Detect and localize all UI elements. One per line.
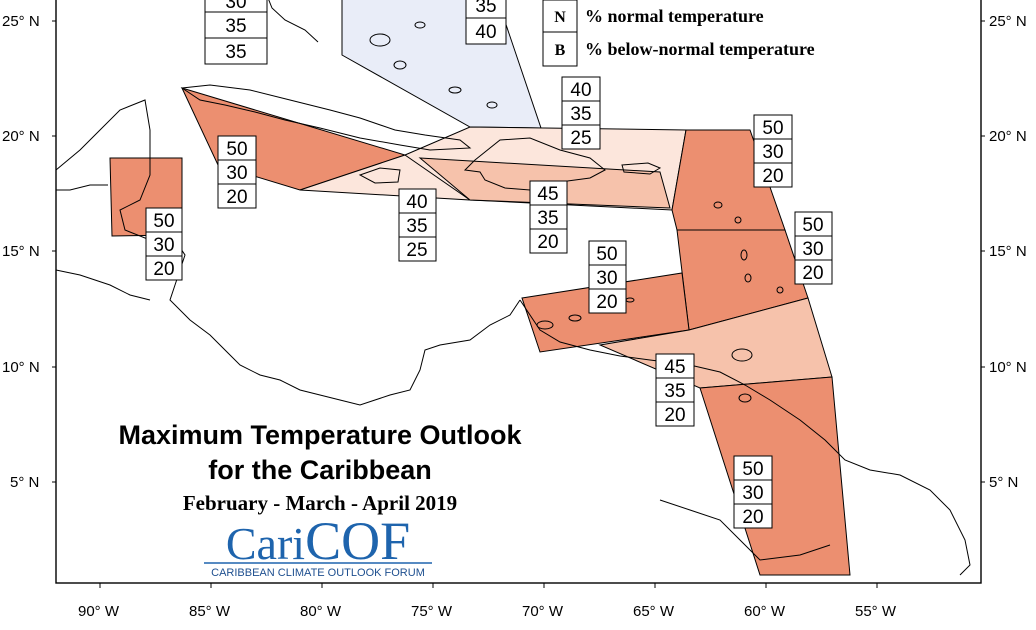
logo-wordmark: CariCOF [226,511,410,571]
coast-amazon-interior [659,499,831,561]
page-title-line2: for the Caribbean [208,455,432,485]
forecast-value: 20 [153,259,174,280]
forecast-value: 50 [596,244,617,265]
forecast-box-jamaica: 40 35 25 [398,188,437,262]
coast-hispaniola [463,137,606,191]
forecast-value: 40 [406,192,427,213]
lon-label-90: 90° W [78,603,120,620]
forecast-value: 20 [742,507,763,528]
forecast-regions [109,0,851,576]
lon-label-65: 65° W [633,603,675,620]
forecast-value: 20 [596,292,617,313]
forecast-box-guianas: 50 30 20 [733,455,773,529]
forecast-value: 20 [664,405,685,426]
forecast-box-bahamas-east: 35 40 [465,0,507,45]
legend-text-normal: % normal temperature [585,6,764,26]
logo-wordmark-cari: Cari [226,518,305,569]
coast-cuba [180,84,472,151]
forecast-box-cayman-cuba: 50 30 20 [217,135,257,209]
lat-label-right-10: 10° N [989,359,1027,376]
logo-tagline: CARIBBEAN CLIMATE OUTLOOK FORUM [211,567,425,579]
forecast-value: 25 [570,128,591,149]
lat-label-left-25: 25° N [2,13,40,30]
islands [369,21,784,403]
forecast-value: 40 [475,22,496,43]
lat-label-right-25: 25° N [989,13,1027,30]
lat-label-right-15: 15° N [989,243,1027,260]
forecast-value: 40 [570,80,591,101]
legend: N B % normal temperature % below-normal … [542,0,815,67]
legend-key-box-n [542,0,578,33]
lat-label-left-20: 20° N [2,128,40,145]
forecast-value: 30 [225,0,246,13]
forecast-value: 25 [406,240,427,261]
forecast-value: 35 [475,0,496,17]
forecast-value: 50 [802,215,823,236]
coast-puerto-rico [621,162,662,175]
forecast-value: 20 [802,263,823,284]
forecast-value: 50 [226,139,247,160]
lon-label-75: 75° W [411,603,453,620]
logo-wordmark-cof: COF [305,511,410,571]
forecast-value: 35 [225,42,246,63]
legend-key-box-b [542,31,578,67]
forecast-value: 20 [226,187,247,208]
coast-central-america [55,99,521,406]
forecast-box-windward: 50 30 20 [794,211,833,285]
coastlines [55,0,971,576]
forecast-value: 45 [664,357,685,378]
forecast-value: 35 [537,208,558,229]
legend-text-below: % below-normal temperature [585,39,815,59]
lon-label-80: 80° W [300,603,342,620]
lon-label-70: 70° W [522,603,564,620]
forecast-box-bahamas-west: 30 35 35 [204,0,268,65]
forecast-value: 30 [153,235,174,256]
lat-label-left-10: 10° N [2,359,40,376]
lat-label-left-5: 5° N [10,474,39,491]
latitude-axis-left: 25° N 20° N 15° N 10° N 5° N [2,13,56,491]
forecast-value: 30 [802,239,823,260]
coast-florida [268,0,319,43]
forecast-value: 20 [762,166,783,187]
caricof-logo: CariCOF CARIBBEAN CLIMATE OUTLOOK FORUM [204,511,432,579]
forecast-box-trinidad: 45 35 20 [655,353,695,427]
forecast-value: 35 [570,104,591,125]
coast-mexico-west [55,269,151,301]
lat-label-left-15: 15° N [2,243,40,260]
lat-label-right-5: 5° N [989,474,1018,491]
forecast-box-hispaniola: 45 35 20 [529,180,568,254]
legend-key-b: B [555,42,566,59]
forecast-value: 50 [742,459,763,480]
page-subtitle-period: February - March - April 2019 [183,491,457,515]
forecast-value: 35 [406,216,427,237]
forecast-value: 50 [153,211,174,232]
latitude-axis-right: 25° N 20° N 15° N 10° N 5° N [981,13,1027,491]
coast-jamaica [358,167,401,184]
page-title-line1: Maximum Temperature Outlook [118,420,522,450]
title-block: Maximum Temperature Outlook for the Cari… [118,420,522,515]
coast-yucatan [56,184,108,191]
longitude-axis: 90° W 85° W 80° W 75° W 70° W 65° W 60° … [78,583,897,620]
forecast-value: 45 [537,184,558,205]
forecast-value: 35 [664,381,685,402]
forecast-value: 50 [762,118,783,139]
forecast-value: 30 [226,163,247,184]
lat-label-right-20: 20° N [989,128,1027,145]
forecast-value: 20 [537,232,558,253]
coast-south-america [519,299,971,576]
forecast-value: 30 [762,142,783,163]
lon-label-60: 60° W [744,603,786,620]
forecast-box-abc: 50 30 20 [588,240,627,314]
forecast-box-turks-caicos: 40 35 25 [561,76,601,150]
forecast-value: 30 [742,483,763,504]
forecast-box-belize: 50 30 20 [145,207,183,281]
forecast-value: 30 [596,268,617,289]
lon-label-55: 55° W [855,603,897,620]
lon-label-85: 85° W [189,603,231,620]
forecast-value: 35 [225,16,246,37]
forecast-box-leeward: 50 30 20 [753,114,793,188]
legend-key-n: N [554,9,566,26]
